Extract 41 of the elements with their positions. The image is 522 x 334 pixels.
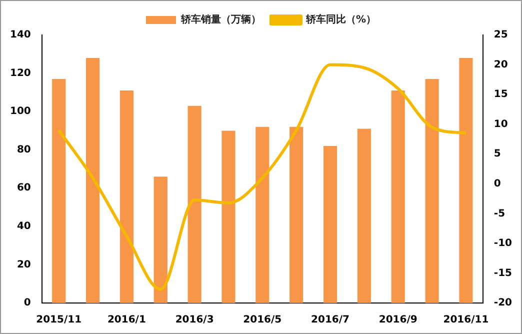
y2-tick-label: -15: [494, 268, 512, 279]
y-tick-label: 20: [16, 259, 31, 270]
bar: [323, 146, 338, 303]
x-tick-label: 2016/1: [107, 314, 146, 326]
y2-tick-label: 20: [494, 59, 508, 70]
x-tick-label: 2016/5: [243, 314, 282, 326]
y-tick-label: 120: [10, 68, 31, 79]
bar: [425, 79, 439, 303]
y2-tick-label: 15: [494, 89, 508, 100]
x-tick-label: 2016/11: [443, 314, 489, 326]
x-tick-label: 2016/9: [378, 314, 418, 326]
y-tick-label: 100: [10, 106, 31, 118]
bar: [290, 126, 304, 303]
y2-tick-label: 10: [494, 118, 508, 130]
bar: [357, 128, 371, 303]
bar: [188, 106, 202, 303]
bar: [120, 90, 134, 303]
y2-tick-label: -20: [494, 298, 512, 309]
y-tick-label: 80: [16, 144, 31, 156]
x-tick-label: 2016/7: [311, 314, 350, 326]
bar: [459, 58, 473, 303]
y-tick-label: 60: [16, 182, 31, 194]
y2-tick-label: -10: [494, 238, 512, 250]
y-tick-label: 40: [16, 221, 31, 232]
y2-tick-label: 0: [494, 178, 501, 190]
y2-tick-label: 5: [494, 148, 501, 160]
bar: [222, 130, 236, 303]
line-series: [57, 63, 468, 291]
bar: [154, 176, 168, 303]
legend-label: 轿车销量（万辆）: [180, 14, 261, 26]
y-tick-label: 140: [10, 30, 31, 41]
y-tick-label: 0: [24, 298, 31, 309]
bar: [86, 58, 100, 303]
legend-label: 轿车同比（%）: [304, 14, 376, 26]
x-tick-label: 2016/3: [175, 314, 214, 326]
bar: [256, 126, 270, 303]
bar: [391, 90, 405, 303]
y2-tick-label: -5: [494, 208, 506, 220]
x-tick-label: 2015/11: [36, 314, 82, 326]
y2-tick-label: 25: [494, 30, 508, 41]
bar: [52, 79, 66, 303]
